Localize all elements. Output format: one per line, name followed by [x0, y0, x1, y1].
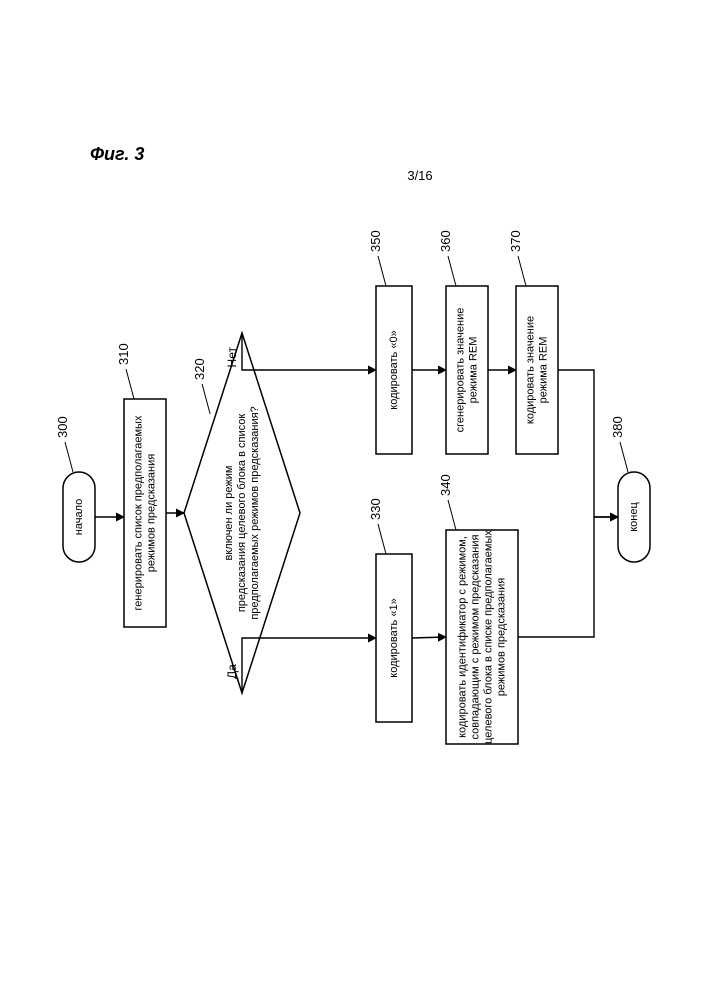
svg-text:350: 350: [368, 230, 383, 252]
svg-text:3/16: 3/16: [407, 168, 432, 183]
svg-text:330: 330: [368, 498, 383, 520]
svg-text:300: 300: [55, 416, 70, 438]
svg-text:кодировать идентификатор с реж: кодировать идентификатор с режимом,: [456, 536, 468, 738]
svg-text:кодировать значение: кодировать значение: [524, 316, 536, 424]
svg-text:360: 360: [438, 230, 453, 252]
svg-text:совпадающим с режимом предсказ: совпадающим с режимом предсказания: [469, 534, 481, 739]
svg-text:генерировать список предполага: генерировать список предполагаемых: [132, 415, 144, 610]
svg-text:предсказания целевого блока в: предсказания целевого блока в список: [236, 414, 248, 612]
svg-text:режима REM: режима REM: [467, 337, 479, 404]
svg-text:целевого блока в списке предпо: целевого блока в списке предполагаемых: [482, 530, 494, 744]
svg-text:Фиг. 3: Фиг. 3: [90, 144, 144, 164]
svg-text:режимов предсказания: режимов предсказания: [145, 454, 157, 572]
svg-text:340: 340: [438, 474, 453, 496]
svg-text:380: 380: [610, 416, 625, 438]
svg-text:310: 310: [116, 343, 131, 365]
svg-text:кодировать «1»: кодировать «1»: [388, 598, 400, 677]
svg-text:сгенерировать значение: сгенерировать значение: [454, 308, 466, 433]
svg-text:Нет: Нет: [225, 346, 239, 367]
svg-text:370: 370: [508, 230, 523, 252]
svg-text:320: 320: [192, 358, 207, 380]
svg-text:режима REM: режима REM: [537, 337, 549, 404]
svg-text:режимов предсказания: режимов предсказания: [495, 578, 507, 696]
svg-text:кодировать «0»: кодировать «0»: [388, 330, 400, 409]
svg-text:предполагаемых режимов предска: предполагаемых режимов предсказания?: [249, 406, 261, 619]
svg-text:включен ли режим: включен ли режим: [223, 466, 235, 561]
svg-text:конец: конец: [628, 502, 640, 532]
svg-text:Да: Да: [225, 664, 239, 679]
svg-text:начало: начало: [73, 499, 85, 535]
